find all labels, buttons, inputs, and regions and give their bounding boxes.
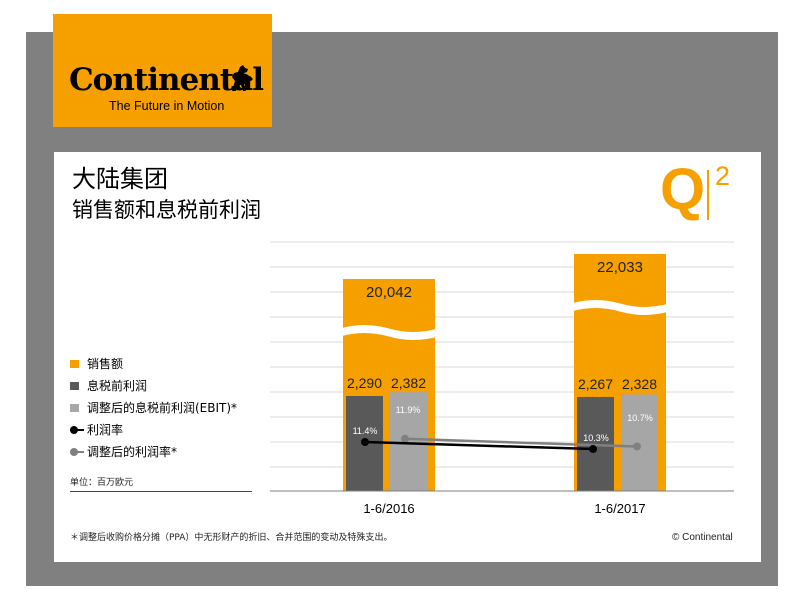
axis-break-mark [339,325,439,340]
legend-label: 调整后的息税前利润(EBIT)* [87,401,238,415]
bar-adjusted-ebit [621,394,658,491]
data-label-margin: 11.4% [353,426,378,436]
point-margin [589,445,597,454]
logo-wordmark: Continental [69,62,264,98]
legend-label: 息税前利润 [87,379,148,393]
series-line-adjusted-margin [404,437,638,448]
copyright: © Continental [672,532,733,543]
logo-box [53,14,272,127]
page-subtitle: 销售额和息税前利润 [72,198,261,222]
point-adjusted-margin [633,442,641,451]
legend-label: 利润率 [87,423,124,437]
legend-label: 销售额 [87,357,124,371]
quarter-badge-letter: Q [660,157,706,222]
data-label-margin: 10.3% [583,433,609,443]
logo-tagline: The Future in Motion [109,99,225,113]
legend-swatch-ebit [70,382,79,390]
x-tick-label: 1-6/2017 [594,501,645,516]
unit-divider [70,491,252,492]
data-label-adjusted-margin: 11.9% [396,405,421,415]
data-label-sales: 20,042 [366,284,412,301]
axis-break-mark [570,300,670,315]
data-label-adjusted-ebit: 2,328 [622,376,657,392]
legend-label: 调整后的利润率* [87,445,178,459]
legend-dot-adjusted-margin [70,448,78,456]
data-label-sales: 22,033 [597,259,643,276]
legend-swatch-adjusted-ebit [70,404,79,412]
page-title: 大陆集团 [72,165,168,193]
quarter-badge-divider [707,170,709,220]
point-margin [361,438,369,446]
quarter-badge-number: 2 [715,161,731,191]
data-label-adjusted-margin: 10.7% [627,413,653,423]
unit-note: 单位：百万欧元 [70,478,134,488]
data-label-ebit: 2,267 [578,376,613,392]
bar-adjusted-ebit [390,392,427,491]
legend-swatch-sales [70,360,79,368]
footnote: ＊调整后收购价格分摊（PPA）中无形财产的折旧、合并范围的变动及特殊支出。 [70,533,393,543]
rearing-horse-icon [232,65,253,91]
series-line-margin [364,440,594,451]
data-label-adjusted-ebit: 2,382 [391,375,426,391]
legend-dot-margin [70,426,78,434]
point-adjusted-margin [401,434,409,443]
data-label-ebit: 2,290 [347,375,382,391]
x-tick-label: 1-6/2016 [363,501,414,516]
